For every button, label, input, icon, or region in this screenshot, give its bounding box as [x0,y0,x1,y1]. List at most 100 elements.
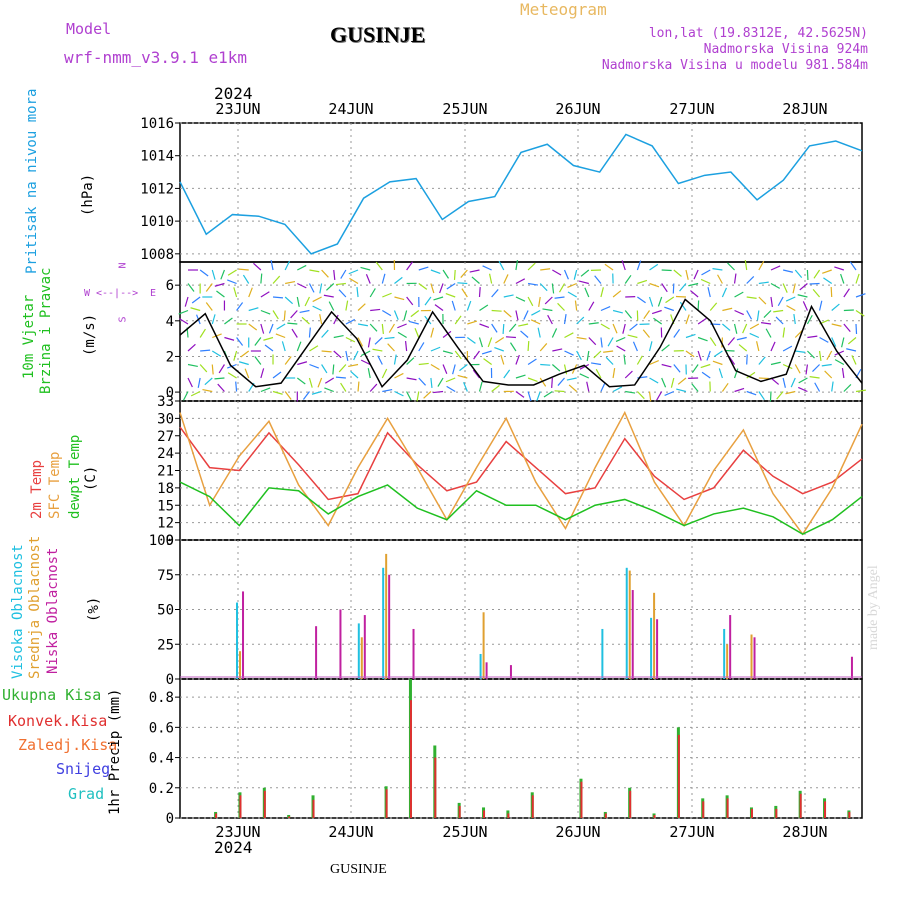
wind-arrow [758,281,769,285]
wind-arrow [615,336,626,342]
wind-arrow [418,362,429,366]
precip-legend-frozen: Zaledj.Kisa [18,736,118,754]
wind-arrow [503,274,509,284]
day-label-top: 28JUN [782,100,827,118]
wind-arrow [381,323,384,335]
lonlat-label: lon,lat (19.8312E, 42.5625N) [648,26,868,41]
high-cloud-bar [625,567,628,679]
wind-arrow [793,314,796,325]
wind-arrow [855,389,866,393]
wind-arrow [212,333,222,339]
wind-arrow [394,276,403,284]
low-cloud-bar [412,628,415,679]
wind-arrow [408,320,419,325]
wind-arrow [677,377,687,385]
convective-precip-bar [629,790,632,818]
wind-arrow [418,266,429,271]
wind-arrow [478,337,483,348]
wind-arrow [642,329,650,338]
wind-arrow [296,296,300,307]
wind-arrow [661,344,670,352]
wind-arrow [770,265,781,271]
wind-arrow [600,306,611,312]
wind-arrow [563,269,569,280]
wind-arrow [539,377,547,387]
wind-arrow [843,288,850,298]
wind-arrow [523,310,529,320]
wind-arrow [799,283,808,291]
day-label-bottom: 26JUN [555,823,600,841]
wind-arrow [821,363,832,367]
wind-arrow [547,314,553,325]
wind-arrow [709,337,717,347]
wind-arrow [491,289,499,298]
wind-arrow [841,337,845,348]
wind-arrow [272,390,283,395]
wind-arrow [214,377,225,380]
convective-precip-bar [799,793,802,818]
wind-arrow [552,348,563,352]
wind-arrow [340,382,347,392]
wind-arrow [272,310,279,320]
low-cloud-bar [339,609,342,679]
wind-arrow [809,376,820,379]
wind-arrow [388,323,395,333]
wind-arrow [214,282,225,287]
wind-arrow [536,391,541,402]
wind-arrow [843,309,854,312]
wind-arrow [722,307,733,312]
cloud-tick-label: 25 [157,637,174,653]
wind-arrow [527,340,530,352]
high-cloud-bar [723,628,726,679]
wind-arrow [369,323,378,332]
wind-arrow [758,391,765,401]
pressure-tick-label: 1016 [140,116,174,132]
temp-tick-label: 18 [157,481,174,497]
wind-arrow [406,261,413,271]
wind-arrow [701,371,711,379]
wind-arrow [211,314,216,325]
temp-tick-label: 21 [157,464,174,480]
wind-arrow [308,283,315,293]
wind-arrow [600,337,603,348]
wind-arrow [367,337,371,348]
wind-arrow [291,328,298,338]
wind-arrow [600,287,604,298]
wind-arrow [527,296,534,307]
low-cloud-bar [631,590,634,679]
precip-tick-label: 0.6 [149,720,174,736]
convective-precip-bar [385,789,388,818]
wind-arrow [824,370,833,379]
wind-arrow [551,328,558,338]
wind-arrow [348,363,359,367]
wind-arrow [831,337,837,347]
wind-arrow [287,322,298,325]
wind-arrow [406,377,417,381]
wind-arrow [509,342,517,352]
wind-arrow [709,302,718,311]
wind-arrow [471,276,480,284]
wind-arrow [503,310,512,318]
wind-arrow [263,336,274,341]
wind-arrow [430,283,435,294]
wind-arrow [473,350,480,360]
wind-arrow [217,383,225,392]
wind-arrow [199,269,209,277]
wind-arrow [253,262,262,271]
wind-arrow [563,314,567,325]
wind-arrow [328,301,335,311]
wind-arrow [276,323,286,330]
pressure-tick-label: 1014 [140,149,174,165]
wind-arrow [649,263,659,271]
wind-arrow [423,391,432,399]
wind-arrow [782,327,786,338]
wind-arrow [770,282,781,289]
wind-arrow [847,337,857,345]
convective-precip-bar [750,808,753,818]
pressure-tick-label: 1008 [140,247,174,263]
wind-arrow [416,391,420,402]
wind-arrow [558,283,566,293]
wind-arrow [224,317,233,325]
wind-arrow [348,269,359,275]
